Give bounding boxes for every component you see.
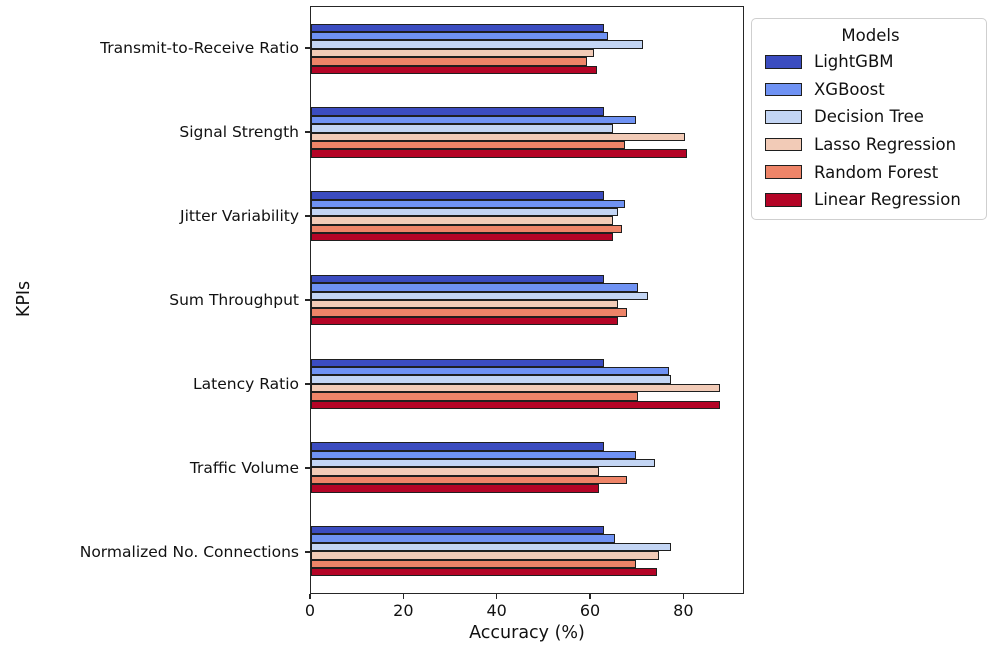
bar-xgboost-traffic-volume: [311, 450, 637, 460]
x-tick-mark: [589, 594, 591, 599]
legend-label-lasso-regression: Lasso Regression: [814, 135, 957, 155]
x-axis-title: Accuracy (%): [469, 623, 585, 643]
bar-lasso-regression-normalized-no-connections: [311, 551, 660, 560]
bar-linear-regression-sum-throughput: [311, 316, 618, 326]
legend-swatch-random-forest: [765, 165, 802, 179]
legend-item-xgboost: XGBoost: [765, 76, 976, 104]
bar-group-latency-ratio: [311, 342, 743, 426]
x-tick-label-80: 80: [673, 601, 694, 620]
bar-random-forest-jitter-variability: [311, 224, 623, 234]
x-tick-mark: [402, 594, 405, 599]
bar-decision-tree-normalized-no-connections: [311, 542, 671, 552]
bar-lightgbm-traffic-volume: [311, 442, 604, 451]
bar-random-forest-latency-ratio: [311, 392, 639, 401]
bar-xgboost-normalized-no-connections: [311, 534, 616, 543]
bar-xgboost-signal-strength: [311, 115, 637, 125]
bar-xgboost-sum-throughput: [311, 283, 639, 292]
x-tick-label-40: 40: [486, 601, 507, 620]
bar-linear-regression-jitter-variability: [311, 233, 613, 242]
y-tick-label-sum-throughput: Sum Throughput: [169, 291, 299, 309]
y-tick-label-transmit-to-receive-ratio: Transmit-to-Receive Ratio: [100, 39, 299, 57]
y-tick-mark: [305, 551, 310, 553]
bar-group-jitter-variability: [311, 174, 743, 258]
legend-item-lasso-regression: Lasso Regression: [765, 131, 976, 159]
bar-linear-regression-transmit-to-receive-ratio: [311, 65, 597, 75]
bar-linear-regression-normalized-no-connections: [311, 567, 658, 577]
y-tick-label-signal-strength: Signal Strength: [179, 123, 299, 141]
bar-group-traffic-volume: [311, 426, 743, 510]
y-tick-label-normalized-no-connections: Normalized No. Connections: [79, 543, 299, 561]
legend: Models LightGBM XGBoost Decision Tree Lasso…: [751, 18, 987, 220]
bar-lasso-regression-transmit-to-receive-ratio: [311, 48, 595, 58]
x-tick-label-60: 60: [579, 601, 601, 620]
bar-linear-regression-latency-ratio: [311, 400, 720, 409]
legend-label-xgboost: XGBoost: [814, 79, 885, 99]
y-tick-label-traffic-volume: Traffic Volume: [189, 459, 299, 477]
bar-lasso-regression-latency-ratio: [311, 383, 720, 393]
legend-item-lightgbm: LightGBM: [765, 48, 976, 76]
bar-random-forest-traffic-volume: [311, 475, 627, 485]
legend-item-linear-regression: Linear Regression: [765, 186, 976, 214]
legend-swatch-lasso-regression: [765, 137, 802, 152]
y-tick-label-latency-ratio: Latency Ratio: [193, 375, 299, 393]
y-tick-mark: [305, 47, 310, 49]
legend-label-random-forest: Random Forest: [814, 162, 939, 182]
bar-random-forest-sum-throughput: [311, 308, 627, 317]
x-tick-label-0: 0: [304, 601, 316, 620]
y-axis-tick-labels: Transmit-to-Receive Ratio Signal Strength…: [0, 6, 299, 594]
legend-items: LightGBM XGBoost Decision Tree Lasso Regres…: [765, 48, 976, 214]
bar-lightgbm-transmit-to-receive-ratio: [311, 23, 604, 33]
bar-decision-tree-jitter-variability: [311, 207, 618, 217]
bar-group-normalized-no-connections: [311, 509, 743, 593]
bar-decision-tree-latency-ratio: [311, 375, 671, 384]
legend-swatch-linear-regression: [765, 193, 802, 207]
bar-group-signal-strength: [311, 91, 743, 175]
legend-swatch-xgboost: [765, 82, 802, 97]
bar-decision-tree-transmit-to-receive-ratio: [311, 40, 644, 49]
bar-random-forest-normalized-no-connections: [311, 559, 637, 568]
bar-lasso-regression-traffic-volume: [311, 467, 599, 476]
bar-linear-regression-traffic-volume: [311, 484, 599, 493]
y-tick-mark: [305, 383, 310, 385]
bar-xgboost-latency-ratio: [311, 366, 669, 376]
x-tick-mark: [495, 594, 498, 599]
bar-decision-tree-signal-strength: [311, 124, 613, 133]
bar-groups: [311, 7, 743, 593]
bar-lightgbm-latency-ratio: [311, 358, 604, 367]
bar-linear-regression-signal-strength: [311, 149, 688, 158]
legend-swatch-lightgbm: [765, 55, 802, 69]
x-tick-label-20: 20: [393, 601, 414, 620]
legend-label-linear-regression: Linear Regression: [814, 190, 961, 210]
bar-decision-tree-traffic-volume: [311, 459, 655, 468]
bar-lasso-regression-jitter-variability: [311, 216, 613, 225]
legend-title: Models: [841, 26, 900, 45]
y-tick-mark: [305, 131, 310, 133]
bar-lightgbm-normalized-no-connections: [311, 526, 604, 535]
bar-random-forest-transmit-to-receive-ratio: [311, 57, 588, 66]
legend-swatch-decision-tree: [765, 110, 802, 124]
bar-group-transmit-to-receive-ratio: [311, 7, 743, 91]
bar-lightgbm-signal-strength: [311, 107, 604, 116]
bar-lightgbm-sum-throughput: [311, 274, 604, 284]
x-tick-mark: [309, 594, 311, 599]
legend-label-lightgbm: LightGBM: [814, 52, 894, 72]
y-tick-label-jitter-variability: Jitter Variability: [180, 207, 299, 225]
bar-group-sum-throughput: [311, 258, 743, 342]
legend-label-decision-tree: Decision Tree: [814, 107, 924, 127]
bar-xgboost-transmit-to-receive-ratio: [311, 32, 609, 41]
y-tick-mark: [305, 467, 310, 469]
legend-item-random-forest: Random Forest: [765, 158, 976, 186]
bar-decision-tree-sum-throughput: [311, 291, 648, 301]
bar-xgboost-jitter-variability: [311, 199, 625, 208]
y-tick-mark: [305, 299, 310, 301]
legend-item-decision-tree: Decision Tree: [765, 103, 976, 131]
bar-lasso-regression-sum-throughput: [311, 300, 618, 309]
bar-random-forest-signal-strength: [311, 140, 625, 150]
plot-area: [310, 6, 744, 594]
x-tick-mark: [682, 594, 685, 599]
y-tick-mark: [305, 215, 310, 217]
bar-lightgbm-jitter-variability: [311, 191, 604, 200]
bar-lasso-regression-signal-strength: [311, 132, 685, 141]
